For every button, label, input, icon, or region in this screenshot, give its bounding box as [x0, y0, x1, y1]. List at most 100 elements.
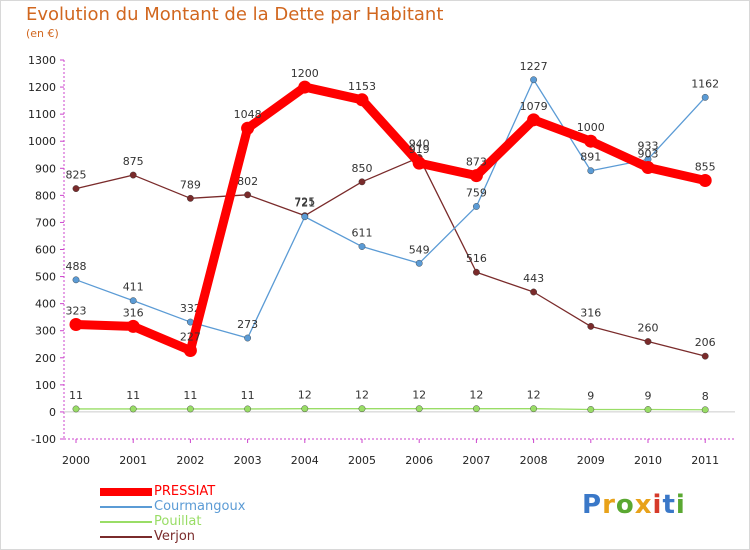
x-tick-label: 2000 — [62, 454, 90, 467]
y-tick-label: 1000 — [28, 135, 56, 148]
y-tick-label: -100 — [31, 433, 56, 446]
data-point — [358, 405, 366, 413]
data-point — [358, 243, 366, 250]
data-label: 9 — [587, 389, 594, 402]
unit-label: (en €) — [26, 27, 59, 40]
data-label: 1162 — [691, 77, 719, 90]
data-label: 227 — [180, 330, 201, 343]
legend-swatch — [100, 488, 152, 496]
data-label: 1153 — [348, 80, 376, 93]
data-point — [530, 405, 537, 413]
y-tick-label: 1300 — [28, 54, 56, 67]
data-label: 759 — [466, 186, 487, 199]
x-tick-label: 2002 — [176, 454, 204, 467]
data-point — [358, 178, 366, 186]
data-label: 12 — [527, 389, 541, 402]
data-label: 9 — [645, 389, 652, 402]
series-line — [71, 82, 710, 355]
data-point — [355, 93, 369, 107]
logo-letter: i — [675, 490, 686, 520]
data-point — [241, 121, 255, 135]
data-label: 873 — [466, 156, 487, 169]
chart-title: Evolution du Montant de la Dette par Hab… — [26, 4, 444, 25]
y-tick-label: 1100 — [28, 108, 56, 121]
x-tick-label: 2005 — [348, 454, 376, 467]
logo-letter: P — [582, 490, 603, 520]
data-point — [298, 80, 312, 94]
data-label: 488 — [66, 260, 87, 273]
data-point — [472, 268, 480, 276]
data-label: 802 — [237, 175, 258, 188]
y-tick-label: 1200 — [28, 81, 56, 94]
data-point — [244, 191, 252, 199]
data-point — [587, 322, 595, 330]
data-label: 1227 — [520, 60, 548, 73]
data-point — [472, 203, 480, 210]
legend-label: Courmangoux — [154, 499, 246, 514]
data-label: 273 — [237, 318, 258, 331]
data-label: 516 — [466, 252, 487, 265]
data-label: 11 — [183, 389, 197, 402]
data-label: 725 — [294, 196, 315, 209]
legend-swatch — [100, 536, 152, 538]
series-line — [75, 408, 706, 411]
data-point — [301, 213, 309, 221]
data-point — [412, 156, 426, 170]
data-point — [701, 406, 709, 414]
data-point — [186, 405, 194, 413]
data-point — [415, 259, 423, 267]
data-point — [530, 76, 537, 84]
data-label: 12 — [355, 389, 369, 402]
data-label: 316 — [123, 306, 144, 319]
data-point — [72, 185, 80, 192]
x-tick-label: 2001 — [119, 454, 147, 467]
x-tick-label: 2006 — [405, 454, 433, 467]
data-point — [129, 171, 137, 179]
axes: -100 0 100 200 300 400 500 600 700 800 900 1000 1100… — [28, 54, 735, 467]
data-label: 1048 — [234, 108, 262, 121]
data-label: 11 — [126, 389, 140, 402]
data-point — [469, 169, 483, 183]
data-label: 721 — [294, 197, 315, 210]
series-line — [75, 156, 706, 357]
data-label: 8 — [702, 390, 709, 403]
x-tick-label: 2008 — [520, 454, 548, 467]
series-layer: 11 11 11 11 12 12 12 12 12 9 9 8 825 875 789 802 725 850 9… — [66, 60, 719, 414]
proxiti-logo: Proxiti — [582, 490, 686, 520]
data-label: 933 — [638, 139, 659, 152]
data-point — [72, 405, 80, 413]
y-tick-label: 700 — [35, 216, 56, 229]
x-tick-label: 2009 — [577, 454, 605, 467]
y-tick-label: 900 — [35, 162, 56, 175]
series-verjon: 825 875 789 802 725 850 940 516 443 316 260 206 — [66, 137, 716, 360]
data-point — [244, 334, 252, 342]
logo-letter: r — [602, 490, 616, 520]
data-label: 789 — [180, 178, 201, 191]
y-tick-label: 400 — [35, 298, 56, 311]
data-label: 443 — [523, 272, 544, 285]
data-point — [587, 167, 595, 175]
data-label: 875 — [123, 155, 144, 168]
data-point — [641, 160, 655, 174]
data-point — [69, 317, 83, 331]
y-tick-label: 800 — [35, 189, 56, 202]
legend-label: Pouillat — [154, 514, 202, 529]
data-label: 549 — [409, 243, 430, 256]
data-point — [530, 288, 537, 296]
data-label: 611 — [352, 227, 373, 240]
logo-letter: t — [662, 490, 676, 520]
data-label: 903 — [638, 147, 659, 160]
x-tick-label: 2004 — [291, 454, 319, 467]
series-courmangoux: 488 411 332 273 721 611 549 759 1227 891 933 1162 — [66, 60, 719, 342]
y-tick-label: 200 — [35, 352, 56, 365]
data-point — [701, 93, 709, 101]
data-label: 1000 — [577, 121, 605, 134]
data-label: 850 — [352, 162, 373, 175]
data-label: 11 — [241, 389, 255, 402]
y-tick-label: 0 — [49, 406, 56, 419]
data-label: 919 — [409, 143, 430, 156]
y-tick-label: 100 — [35, 379, 56, 392]
data-label: 316 — [580, 306, 601, 319]
data-point — [701, 352, 709, 360]
